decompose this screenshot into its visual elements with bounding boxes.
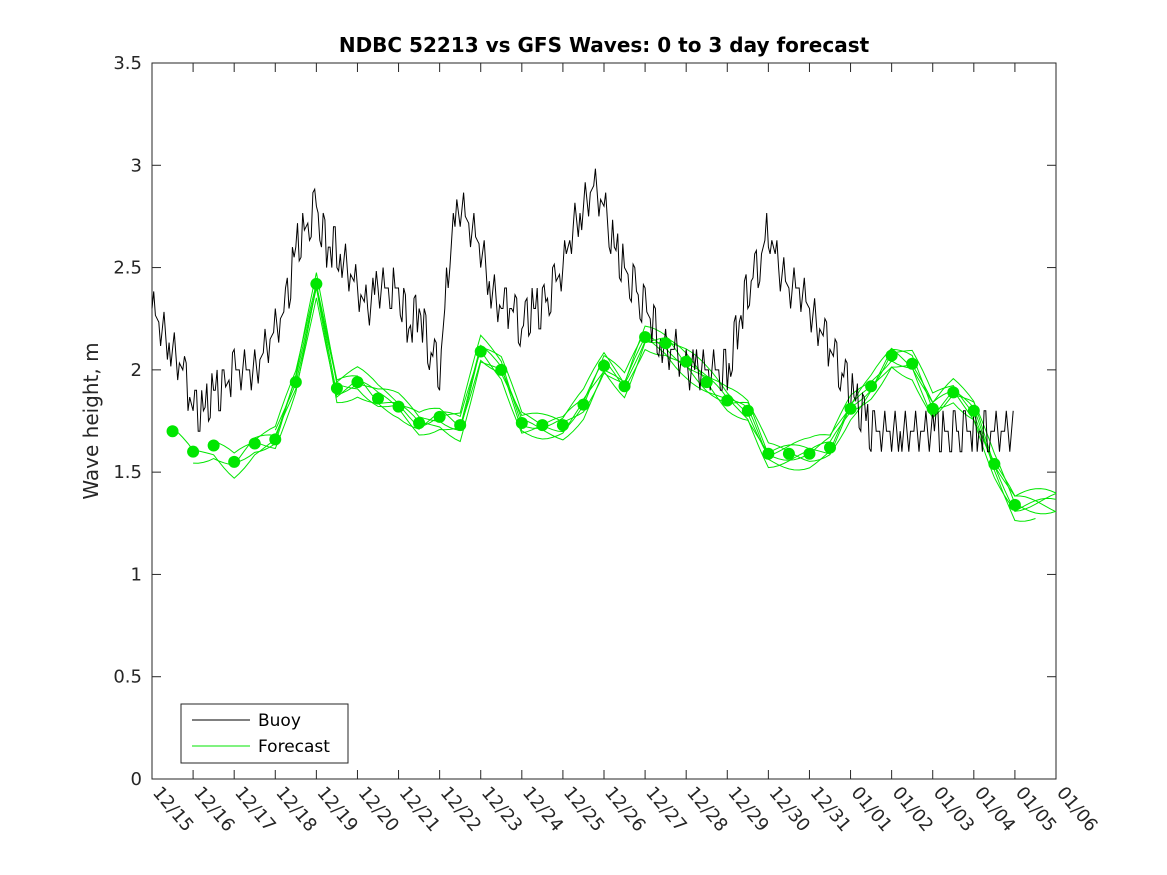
forecast-point: [824, 441, 836, 454]
x-tick-label: 12/15: [148, 783, 197, 836]
x-tick-label: 12/31: [806, 783, 855, 836]
x-tick-label: 01/02: [888, 783, 937, 836]
forecast-point: [351, 376, 364, 389]
forecast-point: [844, 402, 857, 415]
x-tick-label: 12/23: [477, 783, 526, 836]
forecast-point: [721, 394, 734, 407]
forecast-point: [967, 404, 980, 417]
forecast-point: [474, 345, 487, 358]
legend-buoy-label: Buoy: [258, 711, 301, 731]
y-axis: 0 0.5 1 1.5 2 2.5 3 3.5: [113, 53, 1056, 790]
forecast-point: [556, 419, 569, 432]
x-tick-label: 12/30: [765, 783, 814, 836]
forecast-point: [988, 457, 1001, 470]
forecast-point: [454, 419, 467, 432]
forecast-point: [639, 331, 652, 344]
x-tick-label: 01/03: [929, 783, 978, 836]
plot-area: [151, 62, 1057, 780]
forecast-point: [598, 359, 610, 372]
x-tick-label: 12/21: [395, 783, 444, 836]
chart-title: NDBC 52213 vs GFS Waves: 0 to 3 day fore…: [339, 33, 870, 57]
forecast-point: [659, 337, 672, 350]
y-tick-label: 0: [131, 769, 142, 790]
forecast-run-line: [234, 272, 1057, 515]
y-tick-label: 1.5: [113, 462, 142, 483]
y-tick-label: 3.5: [113, 53, 142, 74]
legend: Buoy Forecast: [180, 703, 349, 764]
y-tick-label: 0.5: [113, 667, 142, 688]
x-tick-label: 12/22: [436, 783, 485, 836]
y-tick-label: 2: [131, 360, 142, 381]
x-tick-label: 12/25: [559, 783, 608, 836]
forecast-run-line: [254, 283, 1057, 512]
x-tick-label: 01/05: [1011, 783, 1060, 836]
x-tick-label: 12/16: [189, 783, 238, 836]
forecast-point: [495, 363, 508, 376]
forecast-point: [1008, 498, 1021, 511]
forecast-point: [310, 277, 323, 290]
forecast-point: [269, 433, 282, 446]
forecast-point: [228, 455, 241, 468]
legend-box: [180, 703, 349, 764]
x-tick-label: 12/28: [682, 783, 731, 836]
forecast-point: [700, 376, 713, 389]
x-tick-label: 12/17: [230, 783, 279, 836]
forecast-point: [947, 386, 960, 399]
forecast-point: [207, 439, 220, 452]
forecast-point: [680, 355, 693, 368]
forecast-point: [762, 447, 775, 460]
forecast-point: [289, 376, 302, 389]
forecast-point: [926, 402, 939, 415]
forecast-point: [187, 445, 200, 458]
forecast-point: [885, 349, 898, 362]
forecast-point: [413, 417, 426, 430]
forecast-point: [782, 447, 795, 460]
x-tick-label: 12/19: [313, 783, 362, 836]
forecast-point: [372, 392, 384, 405]
forecast-point: [906, 357, 919, 370]
forecast-point: [536, 419, 549, 432]
forecast-point: [166, 425, 179, 438]
forecast-point: [392, 400, 405, 413]
forecast-point: [330, 382, 343, 395]
forecast-point: [248, 437, 261, 450]
y-tick-label: 2.5: [113, 258, 142, 279]
x-tick-label: 01/04: [970, 783, 1019, 836]
forecast-point: [433, 410, 446, 423]
x-tick-label: 12/18: [271, 783, 320, 836]
forecast-point: [577, 398, 590, 411]
forecast-point: [865, 380, 878, 393]
y-tick-label: 1: [131, 564, 142, 585]
x-tick-label: 12/24: [518, 783, 567, 836]
forecast-markers: [166, 277, 1021, 511]
x-tick-label: 12/27: [641, 783, 690, 836]
forecast-point: [618, 380, 631, 393]
x-tick-label: 12/26: [600, 783, 649, 836]
y-tick-label: 3: [131, 155, 142, 176]
legend-forecast-label: Forecast: [258, 737, 330, 757]
forecast-point: [803, 447, 816, 460]
buoy-series-line: [151, 168, 1014, 453]
forecast-point: [515, 417, 528, 430]
series-layer: [151, 168, 1014, 453]
forecast-point: [741, 404, 754, 417]
x-tick-label: 12/20: [354, 783, 403, 836]
x-tick-label: 01/06: [1052, 783, 1101, 836]
y-axis-label: Wave height, m: [79, 342, 103, 499]
x-tick-label: 12/29: [723, 783, 772, 836]
x-tick-label: 01/01: [847, 783, 896, 836]
